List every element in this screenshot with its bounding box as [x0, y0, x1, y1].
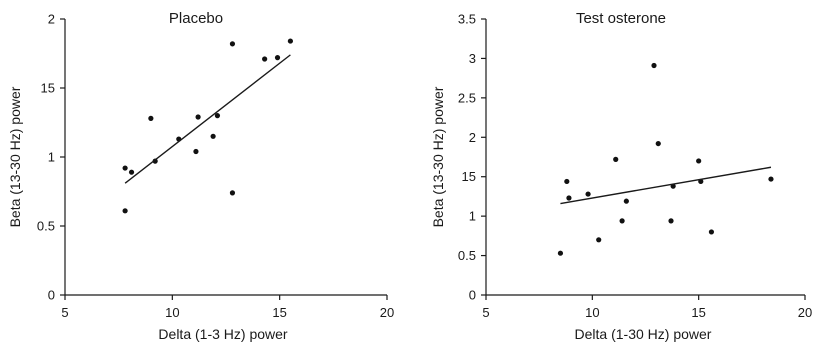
data-point — [619, 218, 625, 224]
x-tick-label: 5 — [482, 305, 489, 320]
data-point — [148, 115, 154, 121]
data-point — [585, 191, 591, 197]
data-point — [613, 156, 619, 162]
data-point — [768, 176, 774, 182]
tick-labels: 5 10 15 20 0 0.5 1 15 2 — [37, 12, 394, 321]
data-point — [274, 55, 281, 61]
x-tick-label: 20 — [798, 305, 812, 320]
y-axis-label: Beta (13-30 Hz) power — [7, 86, 23, 227]
data-point — [596, 237, 602, 243]
chart-title: Test osterone — [576, 10, 666, 27]
data-point — [623, 198, 629, 204]
fit-line — [124, 54, 291, 184]
data-points — [122, 38, 293, 214]
fit-line — [560, 166, 772, 205]
y-tick-label: 1 — [469, 209, 476, 224]
x-tick-label: 15 — [272, 305, 286, 320]
y-tick-label: 2.5 — [458, 90, 476, 105]
axes — [481, 18, 806, 300]
data-point — [668, 218, 674, 224]
data-point — [152, 158, 158, 164]
data-point — [128, 169, 135, 175]
data-point — [195, 114, 201, 120]
data-point — [229, 41, 236, 47]
y-tick-label: 3 — [469, 51, 476, 66]
y-tick-label: 1 — [48, 150, 55, 165]
x-axis-label: Delta (1-30 Hz) power — [575, 326, 712, 342]
tick-labels: 5 10 15 20 0 0.5 1 15 2 2.5 3 3.5 — [458, 12, 812, 321]
data-point — [287, 38, 293, 44]
fit-line-group — [560, 166, 772, 205]
data-point — [651, 62, 657, 69]
data-point — [193, 148, 199, 155]
y-tick-label: 3.5 — [458, 12, 476, 27]
y-tick-label: 0.5 — [37, 219, 55, 234]
chart-panel-testosterone: Test osterone Delta (1-30 Hz) power Beta… — [430, 10, 812, 342]
axes — [60, 18, 388, 300]
chart-panel-placebo: Placebo Delta (1-3 Hz) power Beta (13-30… — [7, 10, 394, 342]
y-tick-label: 0 — [48, 288, 55, 303]
data-point — [210, 133, 216, 139]
x-tick-label: 5 — [61, 305, 68, 320]
x-tick-label: 10 — [585, 305, 599, 320]
x-tick-label: 10 — [165, 305, 179, 320]
data-point — [122, 165, 128, 171]
fit-line-group — [124, 54, 291, 184]
data-point — [564, 178, 570, 185]
data-point — [696, 158, 702, 164]
data-point — [122, 208, 128, 214]
x-tick-label: 15 — [691, 305, 705, 320]
data-point — [566, 195, 572, 201]
data-point — [708, 229, 715, 235]
y-tick-label: 2 — [48, 12, 55, 27]
y-tick-label: 15 — [462, 169, 476, 184]
y-tick-label: 15 — [41, 81, 55, 96]
chart-title: Placebo — [169, 10, 223, 27]
y-tick-label: 2 — [469, 130, 476, 145]
y-tick-label: 0.5 — [458, 248, 476, 263]
data-point — [655, 140, 661, 147]
data-point — [214, 113, 221, 119]
data-point — [557, 250, 564, 256]
data-point — [229, 190, 236, 196]
x-tick-label: 20 — [380, 305, 394, 320]
y-axis-label: Beta (13-30 Hz) power — [430, 86, 446, 227]
x-axis-label: Delta (1-3 Hz) power — [158, 326, 287, 342]
data-points — [557, 62, 774, 256]
data-point — [262, 56, 268, 62]
y-tick-label: 0 — [469, 288, 476, 303]
